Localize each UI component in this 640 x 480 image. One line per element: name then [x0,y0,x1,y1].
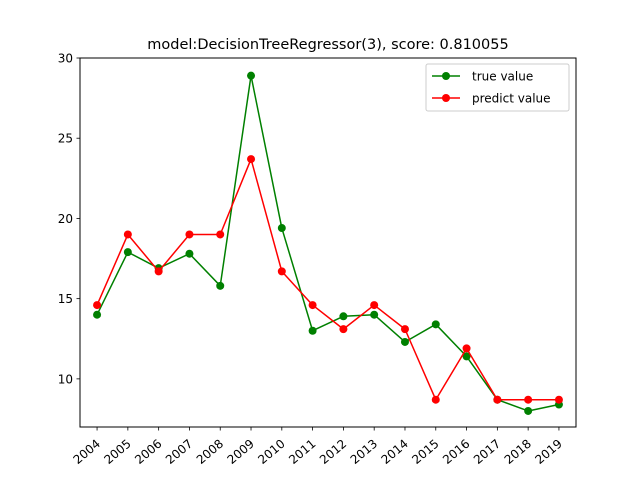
x-tick-label-2015: 2015 [409,437,441,467]
y-tick-label-15: 15 [58,292,73,306]
point-predict-value-2007 [185,230,194,239]
x-tick-label-2019: 2019 [532,437,564,467]
point-predict-value-2010 [277,267,286,276]
point-true-value-2014 [400,337,409,346]
point-predict-value-2011 [308,301,317,310]
x-tick-label-2007: 2007 [163,437,195,467]
x-tick-label-2008: 2008 [194,437,226,467]
point-true-value-2013 [370,310,379,319]
point-predict-value-2019 [554,395,563,404]
x-tick-label-2012: 2012 [317,437,349,467]
series-true-value [93,71,563,415]
y-axis: 10 15 20 25 30 [58,52,80,386]
point-predict-value-2016 [462,344,471,353]
x-tick-label-2010: 2010 [255,437,287,467]
y-tick-label-20: 20 [58,212,73,226]
legend-label-true-value: true value [472,70,533,84]
point-true-value-2016 [462,352,471,361]
point-true-value-2018 [524,406,533,415]
legend-label-predict-value: predict value [472,92,551,106]
point-true-value-2009 [247,71,256,80]
point-predict-value-2013 [370,301,379,310]
series-line-true-value [96,74,560,412]
point-true-value-2008 [216,281,225,290]
x-tick-label-2011: 2011 [286,437,318,467]
x-tick-label-2005: 2005 [101,437,133,467]
point-true-value-2004 [93,310,102,319]
x-tick-label-2006: 2006 [132,437,164,467]
chart-title: model:DecisionTreeRegressor(3), score: 0… [147,37,508,53]
y-tick-label-10: 10 [58,372,73,386]
legend-marker-true-value [442,72,450,80]
point-predict-value-2014 [400,325,409,334]
x-tick-label-2013: 2013 [348,437,380,467]
y-tick-label-25: 25 [58,132,73,146]
x-tick-label-2009: 2009 [225,437,257,467]
plot-area [79,57,577,428]
legend: true value predict value [425,63,570,112]
point-true-value-2011 [308,326,317,335]
point-true-value-2015 [431,320,440,329]
point-true-value-2012 [339,312,348,321]
y-tick-label-30: 30 [58,52,73,66]
point-predict-value-2012 [339,325,348,334]
point-predict-value-2008 [216,230,225,239]
point-true-value-2010 [277,224,286,233]
x-axis: 2004200520062007200820092010201120122013… [71,427,565,467]
x-tick-label-2018: 2018 [502,437,534,467]
series-predict-value [93,155,563,404]
point-predict-value-2017 [493,395,502,404]
series-layer [93,71,563,415]
x-tick-label-2017: 2017 [471,437,503,467]
point-predict-value-2004 [93,301,102,310]
point-predict-value-2009 [247,155,256,164]
series-line-predict-value [96,158,559,401]
legend-marker-predict-value [442,94,450,102]
x-tick-label-2014: 2014 [379,437,411,467]
point-true-value-2005 [123,248,132,257]
point-true-value-2007 [185,249,194,258]
plot-frame [79,57,577,428]
point-predict-value-2005 [123,230,132,239]
x-tick-label-2004: 2004 [71,437,103,467]
point-predict-value-2006 [154,267,163,276]
legend-frame [425,63,570,112]
x-tick-label-2016: 2016 [440,437,472,467]
point-predict-value-2015 [431,395,440,404]
point-predict-value-2018 [524,395,533,404]
